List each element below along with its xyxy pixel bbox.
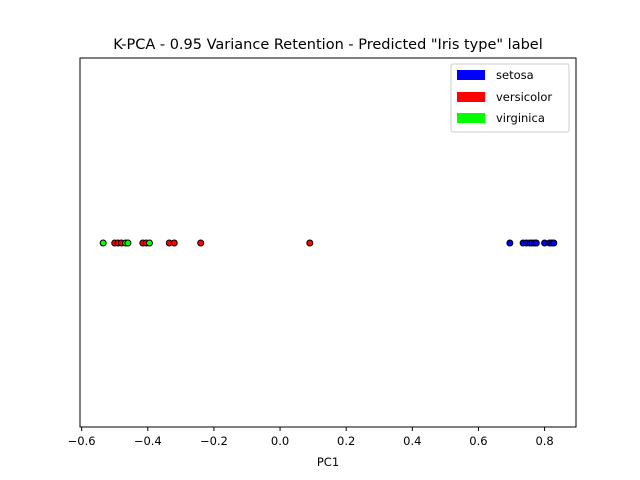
legend-swatch-virginica [457, 113, 485, 123]
point-setosa [506, 239, 514, 247]
point-versicolor [170, 239, 178, 247]
point-versicolor [306, 239, 314, 247]
x-axis-label: PC1 [317, 455, 339, 469]
x-tick-label: −0.2 [200, 434, 228, 448]
legend-swatch-versicolor [457, 92, 485, 102]
point-versicolor [197, 239, 205, 247]
legend-label-setosa: setosa [496, 68, 534, 82]
point-setosa [532, 239, 540, 247]
point-virginica [99, 239, 107, 247]
x-tick-label: 0.4 [403, 434, 421, 448]
x-tick-label: 0.0 [271, 434, 289, 448]
scatter-points [99, 239, 558, 247]
x-tick-label: −0.4 [134, 434, 162, 448]
x-tick-label: 0.6 [469, 434, 487, 448]
point-virginica [145, 239, 153, 247]
chart-title: K-PCA - 0.95 Variance Retention - Predic… [113, 37, 542, 53]
axes-frame [79, 57, 577, 428]
x-axis-ticks: −0.6 −0.4 −0.2 0.0 0.2 0.4 0.6 0.8 [68, 427, 554, 448]
point-virginica [124, 239, 132, 247]
legend-swatch-setosa [457, 70, 485, 80]
x-tick-label: 0.2 [337, 434, 355, 448]
legend: setosa versicolor virginica [450, 63, 570, 133]
x-tick-label: 0.8 [535, 434, 553, 448]
legend-label-versicolor: versicolor [496, 90, 552, 104]
x-tick-label: −0.6 [68, 434, 96, 448]
legend-label-virginica: virginica [496, 111, 545, 125]
point-setosa [550, 239, 558, 247]
